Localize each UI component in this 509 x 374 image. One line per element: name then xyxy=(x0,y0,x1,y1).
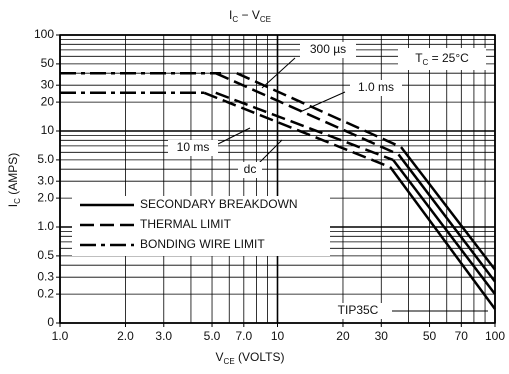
thermal-limit xyxy=(203,91,391,169)
secondary-breakdown xyxy=(397,153,496,283)
curve-label-box xyxy=(238,162,262,178)
y-tick-label: 0 xyxy=(47,315,54,329)
leader xyxy=(299,91,346,113)
x-tick-label: 50 xyxy=(423,329,437,343)
x-tick-label: 3.0 xyxy=(155,329,172,343)
y-tick-label: 50 xyxy=(41,56,55,70)
y-tick-label: 30 xyxy=(41,77,55,91)
device-box xyxy=(326,303,390,319)
legend-label: BONDING WIRE LIMIT xyxy=(140,237,265,251)
tc-box xyxy=(398,48,486,70)
y-tick-label: 2.0 xyxy=(37,190,54,204)
device-label: TIP35C xyxy=(338,303,379,317)
curve-label-box xyxy=(168,140,218,156)
x-tick-label: 5.0 xyxy=(204,329,221,343)
curve-label-box xyxy=(300,42,356,58)
x-tick-label: 7.0 xyxy=(235,329,252,343)
curve-label: 1.0 ms xyxy=(358,80,394,94)
secondary-breakdown xyxy=(400,146,496,271)
secondary-breakdown xyxy=(392,159,496,295)
y-tick-label: 100 xyxy=(34,27,54,41)
tc-label: TC = 25°C xyxy=(415,51,469,67)
y-tick-label: 0.3 xyxy=(37,269,54,283)
x-tick-label: 20 xyxy=(336,329,350,343)
x-axis-label: VCE (VOLTS) xyxy=(216,350,285,366)
x-tick-label: 100 xyxy=(485,329,505,343)
legend-label: SECONDARY BREAKDOWN xyxy=(140,197,298,211)
leader xyxy=(217,127,251,145)
curve-label: 10 ms xyxy=(177,140,210,154)
x-tick-label: 70 xyxy=(455,329,469,343)
y-tick-label: 5.0 xyxy=(37,152,54,166)
y-tick-label: 0.2 xyxy=(37,286,54,300)
chart-title: IC − VCE xyxy=(229,8,271,24)
y-axis-label: IC (AMPS) xyxy=(6,153,22,207)
x-tick-label: 30 xyxy=(375,329,389,343)
secondary-breakdown xyxy=(389,166,497,310)
thermal-limit xyxy=(215,72,400,156)
y-tick-label: 20 xyxy=(41,94,55,108)
curve-label: 300 µs xyxy=(310,42,346,56)
thermal-limit xyxy=(215,91,394,162)
legend-label: THERMAL LIMIT xyxy=(140,217,232,231)
y-tick-label: 3.0 xyxy=(37,173,54,187)
y-tick-label: 1.0 xyxy=(37,219,54,233)
x-tick-label: 2.0 xyxy=(117,329,134,343)
y-tick-label: 0.5 xyxy=(37,248,54,262)
leader xyxy=(261,57,296,89)
y-tick-label: 10 xyxy=(41,123,55,137)
curve-label: dc xyxy=(244,162,257,176)
x-tick-label: 1.0 xyxy=(52,329,69,343)
curve-label-box xyxy=(350,80,402,96)
leader xyxy=(257,139,283,165)
x-tick-label: 10 xyxy=(271,329,285,343)
